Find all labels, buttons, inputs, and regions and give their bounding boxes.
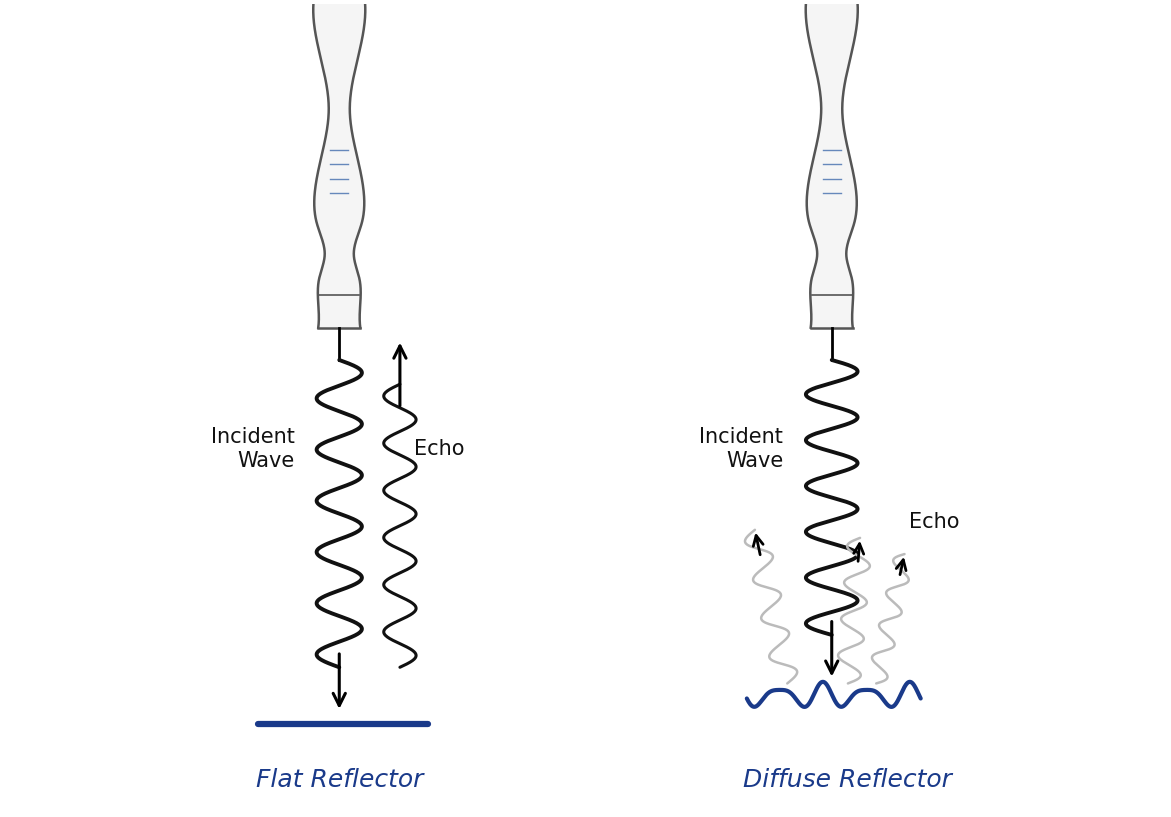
Text: Echo: Echo [415, 439, 465, 459]
Text: Incident
Wave: Incident Wave [211, 427, 295, 471]
Text: Diffuse Reflector: Diffuse Reflector [744, 769, 952, 792]
Text: Incident
Wave: Incident Wave [699, 427, 783, 471]
Text: Flat Reflector: Flat Reflector [255, 769, 423, 792]
Polygon shape [313, 0, 365, 328]
Text: Echo: Echo [909, 511, 959, 532]
Polygon shape [806, 0, 858, 328]
